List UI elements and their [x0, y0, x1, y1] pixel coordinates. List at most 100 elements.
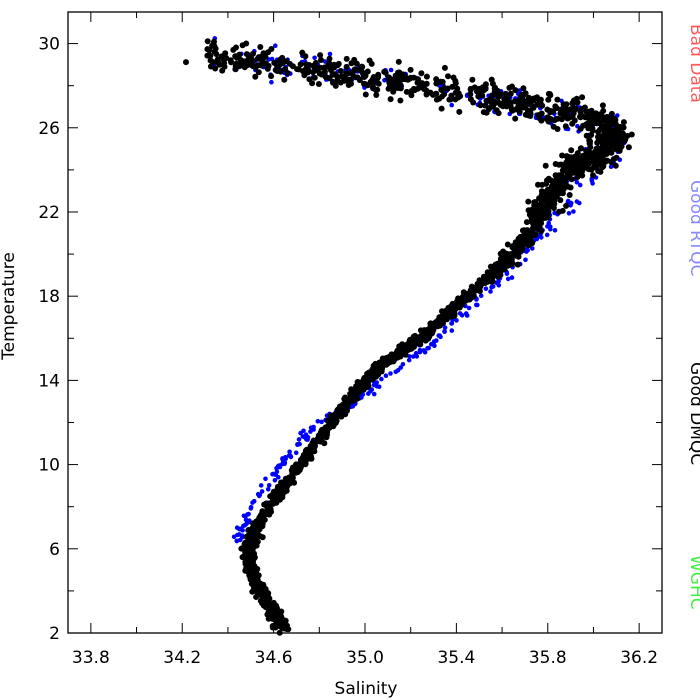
data-point: [249, 56, 256, 63]
data-point: [546, 189, 553, 196]
data-point: [621, 133, 628, 139]
data-point: [376, 359, 383, 366]
data-point: [385, 76, 392, 83]
data-point: [418, 70, 425, 77]
data-point: [544, 196, 551, 203]
data-point: [341, 73, 348, 80]
data-point: [388, 67, 394, 73]
data-point: [260, 590, 267, 597]
x-tick-label: 34.6: [255, 648, 293, 668]
data-point: [479, 92, 486, 99]
data-point: [230, 46, 237, 53]
y-tick-label: 30: [38, 35, 60, 55]
data-point: [583, 132, 590, 139]
data-point: [348, 394, 355, 401]
data-point: [402, 351, 409, 358]
data-point: [253, 583, 260, 590]
data-point: [433, 76, 440, 83]
data-point: [317, 52, 324, 59]
data-point: [284, 70, 291, 76]
data-point: [343, 63, 350, 70]
data-point: [309, 442, 316, 449]
data-point: [568, 147, 575, 154]
y-tick-label: 18: [38, 287, 60, 307]
data-point: [219, 67, 226, 74]
data-point: [374, 75, 381, 82]
data-point: [407, 66, 414, 73]
data-point: [298, 430, 303, 436]
data-point: [204, 52, 211, 59]
data-point: [470, 290, 477, 297]
data-point: [574, 180, 580, 185]
data-point: [223, 55, 230, 61]
data-point: [459, 293, 466, 300]
data-point: [296, 437, 302, 442]
data-point: [438, 86, 445, 93]
data-point: [369, 366, 376, 373]
x-tick-label: 35.0: [346, 648, 384, 668]
data-point: [595, 157, 602, 163]
data-point: [241, 523, 246, 529]
data-point: [554, 96, 561, 103]
data-point: [413, 351, 419, 356]
data-point: [423, 73, 430, 80]
data-point: [272, 614, 279, 621]
data-point: [553, 105, 560, 112]
data-point: [312, 55, 317, 61]
data-point: [289, 464, 296, 471]
data-point: [620, 119, 627, 126]
data-point: [571, 117, 578, 124]
data-point: [579, 106, 586, 112]
data-point: [213, 51, 220, 57]
data-point: [525, 198, 532, 205]
y-tick-label: 6: [49, 540, 60, 560]
data-point: [287, 449, 292, 455]
data-point: [526, 99, 533, 106]
data-point: [556, 208, 563, 215]
data-point: [231, 534, 237, 540]
data-point: [615, 143, 622, 150]
data-point: [539, 181, 546, 188]
data-point: [586, 137, 593, 144]
data-point: [530, 221, 537, 228]
data-point: [257, 597, 264, 604]
data-point: [399, 341, 406, 348]
data-point: [449, 328, 455, 333]
data-point: [273, 43, 278, 48]
data-point: [311, 64, 318, 71]
data-point: [243, 550, 250, 557]
data-point: [248, 504, 254, 510]
data-point: [259, 523, 266, 530]
data-point: [234, 538, 240, 544]
data-point: [282, 460, 288, 466]
data-point: [476, 279, 483, 286]
data-point: [565, 172, 572, 179]
data-point: [258, 483, 264, 488]
data-point: [512, 115, 519, 122]
data-point: [495, 99, 502, 106]
data-point: [270, 599, 277, 606]
data-point: [244, 566, 251, 573]
data-point: [263, 476, 268, 482]
data-point: [334, 62, 341, 69]
data-point: [408, 92, 415, 99]
data-point: [585, 122, 592, 129]
data-point: [588, 107, 595, 114]
data-point: [251, 570, 258, 577]
data-point: [457, 311, 463, 316]
data-point: [356, 77, 363, 83]
data-point: [607, 121, 614, 128]
data-point: [438, 105, 445, 112]
data-point: [452, 77, 459, 84]
data-point: [577, 182, 583, 188]
data-point: [272, 478, 278, 483]
legend-entry: Good RTQC: [686, 180, 700, 276]
data-point: [403, 88, 410, 95]
data-point: [487, 263, 494, 270]
data-point: [274, 469, 280, 475]
data-point: [533, 214, 540, 220]
data-point: [218, 53, 225, 60]
data-point: [463, 311, 469, 316]
data-point: [567, 160, 574, 167]
